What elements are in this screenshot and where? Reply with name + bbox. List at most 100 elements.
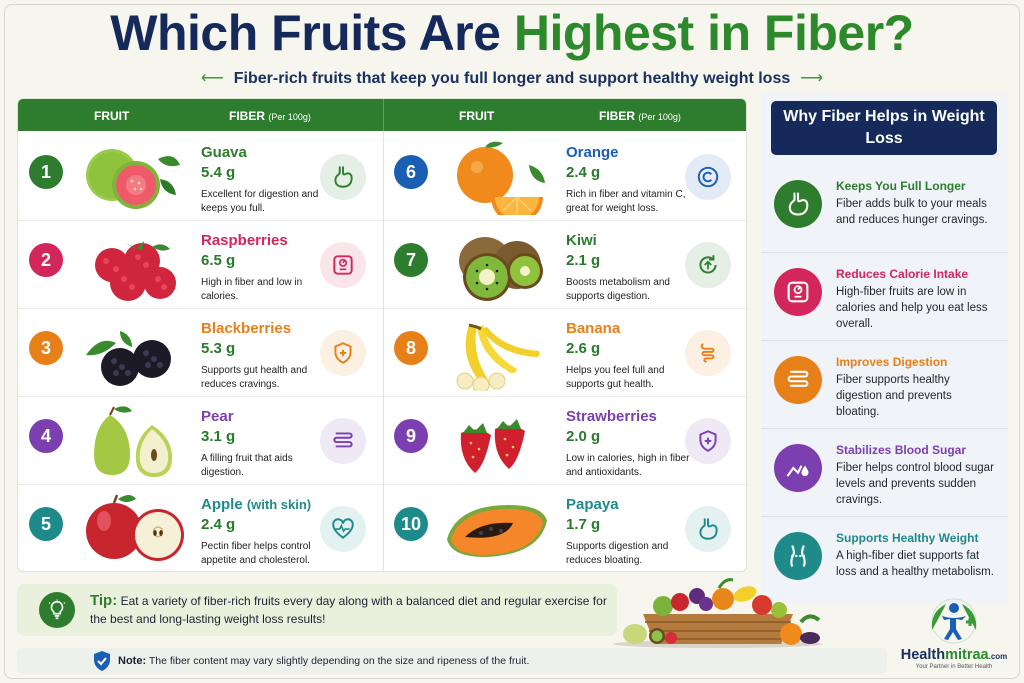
fruit-basket-illustration — [613, 578, 823, 648]
page-frame — [4, 4, 1020, 679]
benefit-text: A high-fiber diet supports fat loss and … — [836, 550, 994, 578]
column-divider — [383, 131, 384, 571]
shield-plus-icon — [685, 418, 731, 464]
note-label: Note: — [118, 655, 147, 667]
benefit-item: Improves Digestion Fiber supports healthy… — [761, 345, 1008, 429]
fruit-name: Blackberries — [201, 320, 292, 337]
brand-name-part-2: mitraa — [945, 647, 989, 663]
tip-box: Tip: Eat a variety of fiber-rich fruits … — [17, 584, 617, 636]
fruit-description: Pectin fiber helps control appetite and … — [201, 541, 311, 566]
stomach-icon — [774, 180, 822, 228]
benefit-title: Supports Healthy Weight — [836, 531, 979, 545]
fruit-description: A filling fruit that aids digestion. — [201, 453, 293, 478]
intestine-icon — [320, 418, 366, 464]
brand-name: Healthmitraa.com — [893, 647, 1015, 663]
page-title: Which Fruits Are Highest in Fiber? — [0, 4, 1024, 62]
fruit-illustration — [94, 406, 173, 477]
fiber-value: 2.4 g — [566, 164, 601, 181]
fruit-row: 4 Pear 3.1 g A filling fruit that aids dige… — [18, 397, 383, 485]
fruit-row: 5 Apple (with skin) 2.4 g Pectin fiber help… — [18, 485, 383, 571]
fruit-description: Rich in fiber and vitamin C, great for w… — [566, 189, 686, 214]
fruit-row: 7 Kiwi 2.1 g Boosts metabolism and supports… — [383, 221, 746, 309]
rank-badge: 1 — [29, 155, 63, 189]
note-bar: Note: The fiber content may vary slightl… — [17, 648, 887, 674]
benefit-item: Reduces Calorie Intake High-fiber fruits … — [761, 257, 1008, 341]
rank-badge: 8 — [394, 331, 428, 365]
rank-badge: 7 — [394, 243, 428, 277]
rank-badge: 9 — [394, 419, 428, 453]
fruit-row: 10 Papaya 1.7 g Supports digestion and redu… — [383, 485, 746, 571]
fruit-illustration — [95, 241, 176, 301]
col-fiber-unit: (Per 100g) — [638, 112, 681, 122]
tip-content: Tip: Eat a variety of fiber-rich fruits … — [90, 592, 610, 628]
col-fiber-left: FIBER (Per 100g) — [229, 109, 311, 123]
fruit-row: 3 Blackberries 5.3 g Supports gut health an… — [18, 309, 383, 397]
fruit-name: Banana — [566, 320, 621, 337]
fruit-name-note: (with skin) — [246, 497, 312, 512]
table-header: FRUIT FIBER (Per 100g) FRUIT FIBER (Per … — [18, 99, 746, 131]
fruit-row: 1 Guava 5.4 g Excellent for digestion and k… — [18, 133, 383, 221]
fruit-row: 2 Raspberries 6.5 g High in fiber and low i… — [18, 221, 383, 309]
fruit-description: Supports digestion and reduces bloating. — [566, 541, 669, 566]
benefits-heading: Why Fiber Helps in Weight Loss — [771, 101, 997, 155]
shield-check-icon — [94, 651, 110, 671]
fruit-illustration — [456, 323, 540, 391]
fruit-name: Raspberries — [201, 232, 288, 249]
fruit-name: Pear — [201, 408, 234, 425]
benefit-title: Improves Digestion — [836, 355, 948, 369]
fruit-description: Excellent for digestion and keeps you fu… — [201, 189, 319, 214]
fruit-name: Papaya — [566, 496, 619, 513]
fiber-value: 2.6 g — [566, 340, 601, 357]
benefit-item: Stabilizes Blood Sugar Fiber helps contro… — [761, 433, 1008, 517]
scale-icon — [774, 268, 822, 316]
fruit-illustration — [459, 237, 543, 301]
brand-domain: .com — [988, 652, 1008, 661]
intestine-icon — [774, 356, 822, 404]
scale-icon — [320, 242, 366, 288]
brand-name-part-1: Health — [900, 647, 946, 663]
benefit-title: Reduces Calorie Intake — [836, 267, 969, 281]
stomach-icon — [320, 154, 366, 200]
rank-badge: 3 — [29, 331, 63, 365]
fiber-value: 3.1 g — [201, 428, 236, 445]
gut-icon — [685, 330, 731, 376]
benefit-title: Keeps You Full Longer — [836, 179, 966, 193]
fiber-value: 2.1 g — [566, 252, 601, 269]
note-content: Note: The fiber content may vary slightl… — [118, 655, 529, 667]
benefit-text: Fiber supports healthy digestion and pre… — [836, 374, 952, 418]
left-arrow-icon: ⟵ — [200, 70, 224, 87]
col-fruit-left: FRUIT — [94, 109, 130, 123]
fruit-row: 8 Banana 2.6 g Helps you feel full and supp… — [383, 309, 746, 397]
shield-plus-icon — [320, 330, 366, 376]
fruit-name: Strawberries — [566, 408, 657, 425]
fruit-illustration — [86, 149, 180, 209]
fruit-description: Boosts metabolism and supports digestion… — [566, 277, 670, 302]
lightbulb-icon — [39, 592, 75, 628]
fruit-description: Helps you feel full and supports gut hea… — [566, 365, 665, 390]
rank-badge: 6 — [394, 155, 428, 189]
title-part-1: Which Fruits Are — [110, 5, 501, 61]
benefit-text: High-fiber fruits are low in calories an… — [836, 286, 988, 330]
title-highlight: Highest in Fiber? — [513, 5, 914, 61]
fiber-value: 2.4 g — [201, 516, 236, 533]
col-fiber-right: FIBER (Per 100g) — [599, 109, 681, 123]
page-subtitle: ⟵ Fiber-rich fruits that keep you full lo… — [0, 68, 1024, 88]
fruit-row: 9 Strawberries 2.0 g Low in calories, high … — [383, 397, 746, 485]
fruit-illustration — [447, 505, 547, 557]
vitamin-c-icon — [685, 154, 731, 200]
benefit-item: Keeps You Full Longer Fiber adds bulk to … — [761, 169, 1008, 253]
rank-badge: 5 — [29, 507, 63, 541]
benefit-text: Fiber adds bulk to your meals and reduce… — [836, 198, 988, 226]
brand-logo: Healthmitraa.com Your Partner in Better … — [893, 596, 1015, 678]
tip-text: Eat a variety of fiber-rich fruits every… — [90, 594, 607, 626]
right-arrow-icon: ⟶ — [800, 70, 824, 87]
fruit-name: Apple (with skin) — [201, 496, 312, 513]
benefit-title: Stabilizes Blood Sugar — [836, 443, 967, 457]
fruit-illustration — [460, 419, 525, 473]
note-text: The fiber content may vary slightly depe… — [148, 655, 530, 667]
col-fiber-label: FIBER — [229, 109, 265, 123]
brand-tagline: Your Partner in Better Health — [915, 664, 993, 670]
fruit-illustration — [457, 141, 545, 215]
stomach-icon — [685, 506, 731, 552]
col-fruit-right: FRUIT — [459, 109, 495, 123]
